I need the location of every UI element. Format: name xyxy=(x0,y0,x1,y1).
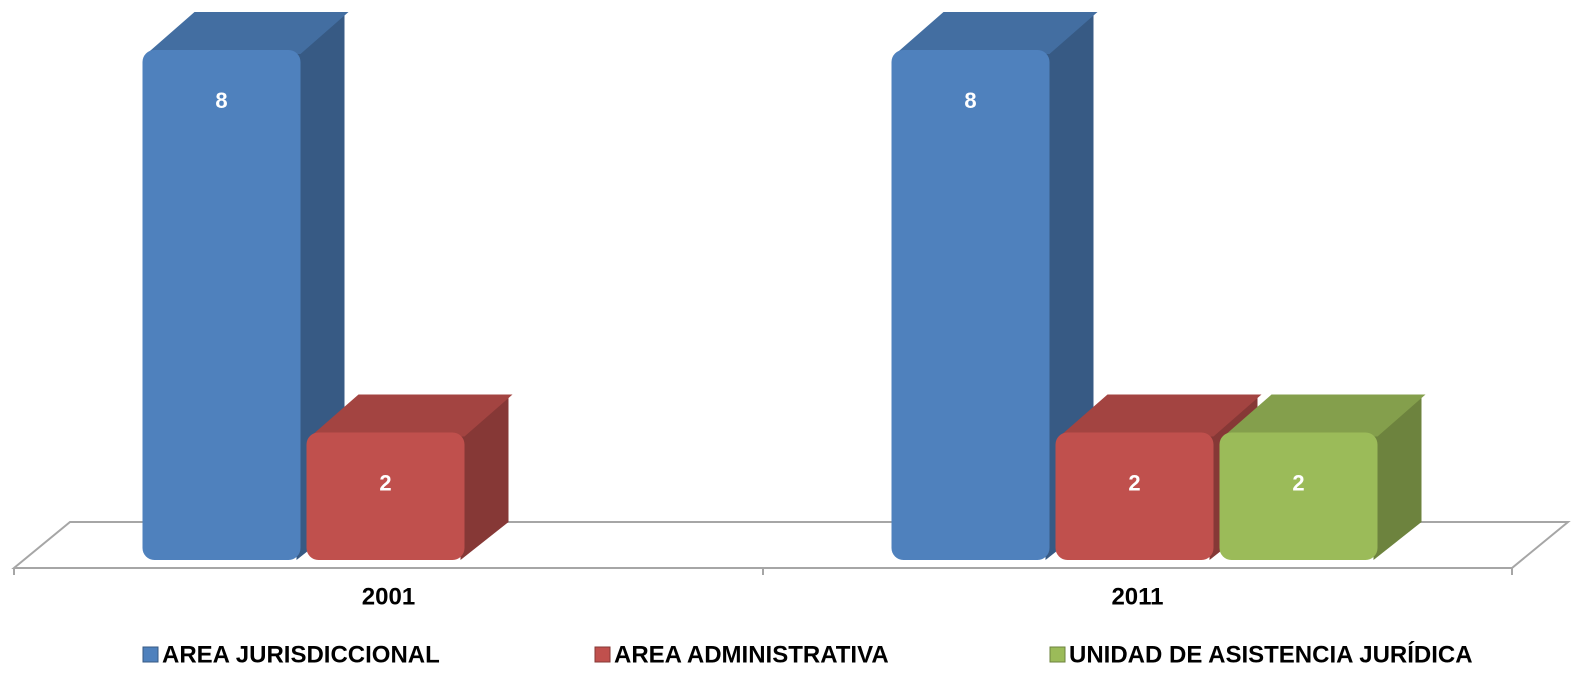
bar-top xyxy=(310,394,513,437)
bar-top xyxy=(146,12,349,54)
bar-side xyxy=(1373,394,1422,560)
legend-label: AREA JURISDICCIONAL xyxy=(162,641,440,668)
legend-swatch xyxy=(1049,646,1066,663)
bar xyxy=(891,50,1050,560)
bar xyxy=(1055,432,1214,560)
legend-label: UNIDAD DE ASISTENCIA JURÍDICA xyxy=(1069,640,1473,668)
x-tick-label: 2001 xyxy=(362,583,415,610)
value-label: 8 xyxy=(215,88,227,113)
bar-side xyxy=(460,394,509,560)
value-label: 2 xyxy=(379,470,391,495)
legend-swatch xyxy=(142,646,159,663)
value-label: 2 xyxy=(1128,470,1140,495)
bar xyxy=(142,50,301,560)
bar xyxy=(1219,432,1378,560)
bar-top xyxy=(1059,394,1262,437)
bar-top xyxy=(895,12,1098,54)
legend-swatch xyxy=(594,646,611,663)
legend-label: AREA ADMINISTRATIVA xyxy=(614,641,889,668)
bar xyxy=(306,432,465,560)
x-tick-label: 2011 xyxy=(1111,583,1163,610)
bar-top xyxy=(1223,394,1426,437)
value-label: 2 xyxy=(1292,470,1304,495)
value-label: 8 xyxy=(964,88,976,113)
